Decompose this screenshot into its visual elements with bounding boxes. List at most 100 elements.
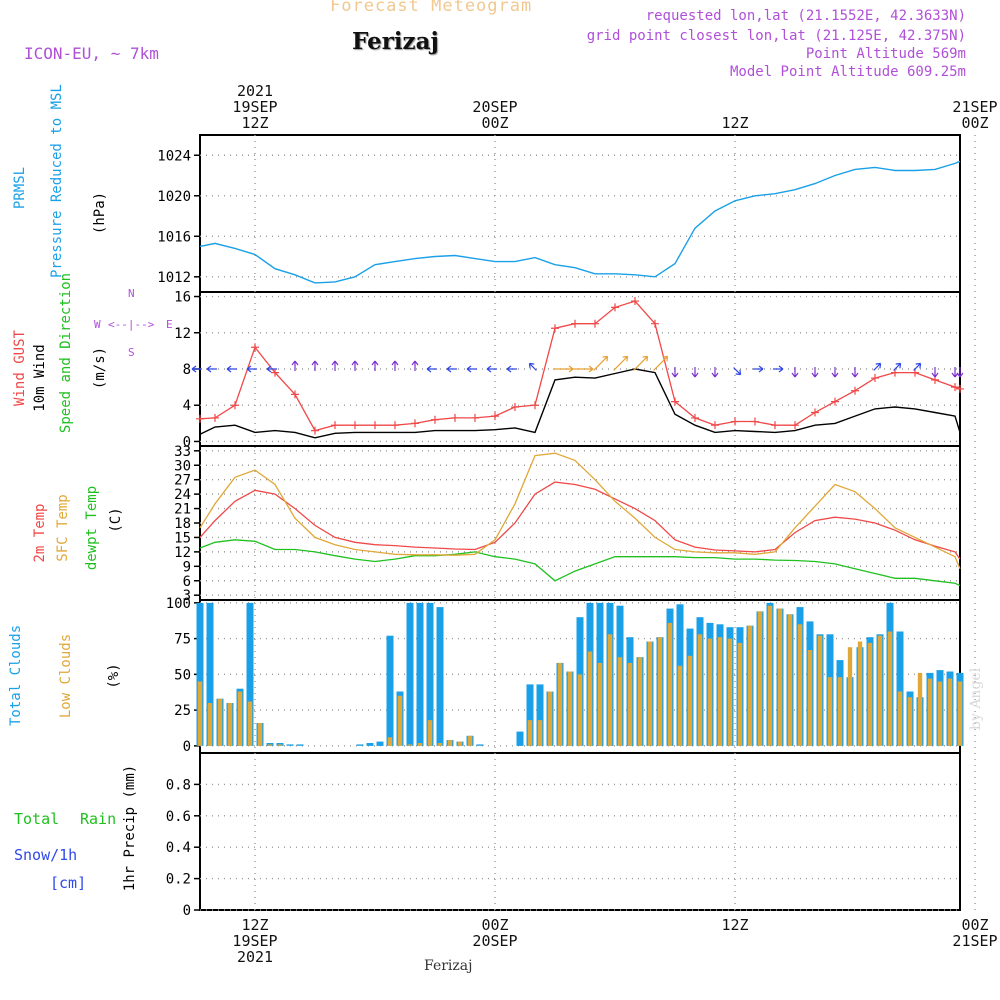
low-clouds-bar (767, 605, 773, 746)
low-clouds-bar (717, 637, 723, 746)
total-clouds-bar (376, 741, 384, 746)
gust-marker (671, 397, 679, 406)
wind-direction-arrow (466, 365, 477, 373)
low-clouds-label: Low Clouds (58, 633, 74, 719)
y-tick-label: 0 (183, 434, 191, 450)
y-tick-label: 12 (174, 545, 191, 561)
low-clouds-bar (547, 691, 553, 746)
wind-10m-label: 10m Wind (32, 344, 48, 412)
wind-direction-arrow (691, 367, 699, 378)
wind-direction-arrow (371, 360, 379, 371)
low-clouds-bar (937, 681, 943, 746)
low-clouds-bar (947, 678, 953, 746)
gust-marker (271, 368, 279, 377)
wind-direction-arrow (633, 355, 649, 371)
gust-marker (471, 413, 479, 422)
time-label-bottom: 21SEP (952, 932, 997, 950)
total-clouds-bar (366, 743, 374, 746)
gust-marker (651, 319, 659, 328)
y-tick-label: 0.2 (166, 872, 191, 888)
low-clouds-bar (607, 634, 613, 746)
panel-frame-1 (199, 134, 961, 293)
gust-marker (911, 368, 919, 377)
time-label-top: 00Z (961, 114, 988, 132)
y-tick-label: 50 (174, 667, 191, 683)
total-clouds-bar (246, 602, 254, 746)
wind-10m-line (199, 368, 961, 439)
low-clouds-bar (887, 631, 893, 746)
low-clouds-bar (697, 634, 703, 746)
gust-marker (531, 401, 539, 410)
total-clouds-bar (416, 602, 424, 746)
pressure-line (199, 160, 961, 284)
low-clouds-bar (407, 744, 413, 746)
wind-direction-arrow (753, 365, 764, 373)
y-tick-label: 21 (174, 502, 191, 518)
y-tick-label: 24 (174, 487, 191, 503)
total-clouds-bar (476, 744, 484, 746)
gust-marker (196, 414, 204, 423)
y-tick-label: 100 (166, 596, 191, 612)
wind-direction-arrow (671, 367, 679, 378)
footer-location: Ferizaj (424, 958, 473, 974)
low-clouds-bar (927, 678, 933, 746)
low-clouds-bar (457, 741, 463, 746)
ms-unit-label: (m/s) (92, 346, 108, 390)
low-clouds-bar (797, 624, 803, 746)
wind-gust-line (199, 300, 961, 432)
wind-direction-arrow (956, 367, 964, 378)
time-label-top: 12Z (241, 114, 268, 132)
wind-direction-arrow (291, 360, 299, 371)
low-clouds-bar (647, 641, 653, 746)
compass-s: S (128, 346, 135, 359)
wind-direction-arrow (653, 355, 669, 371)
low-clouds-bar (727, 638, 733, 746)
low-clouds-bar (657, 637, 663, 746)
temp-2m-line (199, 481, 961, 560)
meteogram-app-title: Forecast Meteogram (330, 0, 533, 16)
total-clouds-bar (896, 631, 904, 746)
wind-direction-arrow (593, 355, 609, 371)
wind-direction-arrow (811, 367, 819, 378)
compass-e: E (166, 318, 173, 331)
low-clouds-bar (667, 622, 673, 746)
precip-total-label: Total (14, 810, 60, 828)
low-clouds-bar (637, 657, 643, 746)
y-tick-label: 1012 (157, 270, 191, 286)
time-label-bottom: 19SEP (232, 932, 277, 950)
dewpoint-line (199, 539, 961, 587)
y-tick-label: 30 (174, 458, 191, 474)
y-tick-label: 27 (174, 473, 191, 489)
gust-marker (691, 413, 699, 422)
low-clouds-bar (917, 672, 923, 746)
wind-direction-arrow (486, 365, 497, 373)
low-clouds-bar (567, 671, 573, 746)
y-tick-label: 15 (174, 530, 191, 546)
wind-direction-arrow (446, 365, 457, 373)
time-label-top: 2021 (237, 82, 273, 100)
low-clouds-bar (427, 720, 433, 746)
wind-direction-arrow (711, 367, 719, 378)
low-clouds-bar (557, 662, 563, 746)
gust-marker (956, 384, 964, 393)
y-tick-label: 4 (183, 398, 191, 414)
low-clouds-bar (387, 737, 393, 746)
prmsl-label: PRMSL (12, 166, 28, 210)
total-clouds-bar (286, 744, 294, 746)
gust-marker (231, 401, 239, 410)
low-clouds-bar (737, 642, 743, 746)
low-clouds-bar (617, 657, 623, 746)
gust-marker (951, 383, 959, 392)
precip-axis-label: 1hr Precip (mm) (122, 764, 138, 892)
gust-marker (731, 417, 739, 426)
low-clouds-bar (777, 608, 783, 746)
time-label-top: 00Z (481, 114, 508, 132)
wind-direction-arrow (773, 365, 784, 373)
gust-marker (791, 421, 799, 430)
y-tick-label: 16 (174, 290, 191, 306)
precip-snow-label: Snow/1h (14, 846, 78, 864)
low-clouds-bar (687, 655, 693, 746)
wind-direction-arrow (851, 367, 859, 378)
gust-marker (211, 413, 219, 422)
gust-marker (631, 297, 639, 306)
